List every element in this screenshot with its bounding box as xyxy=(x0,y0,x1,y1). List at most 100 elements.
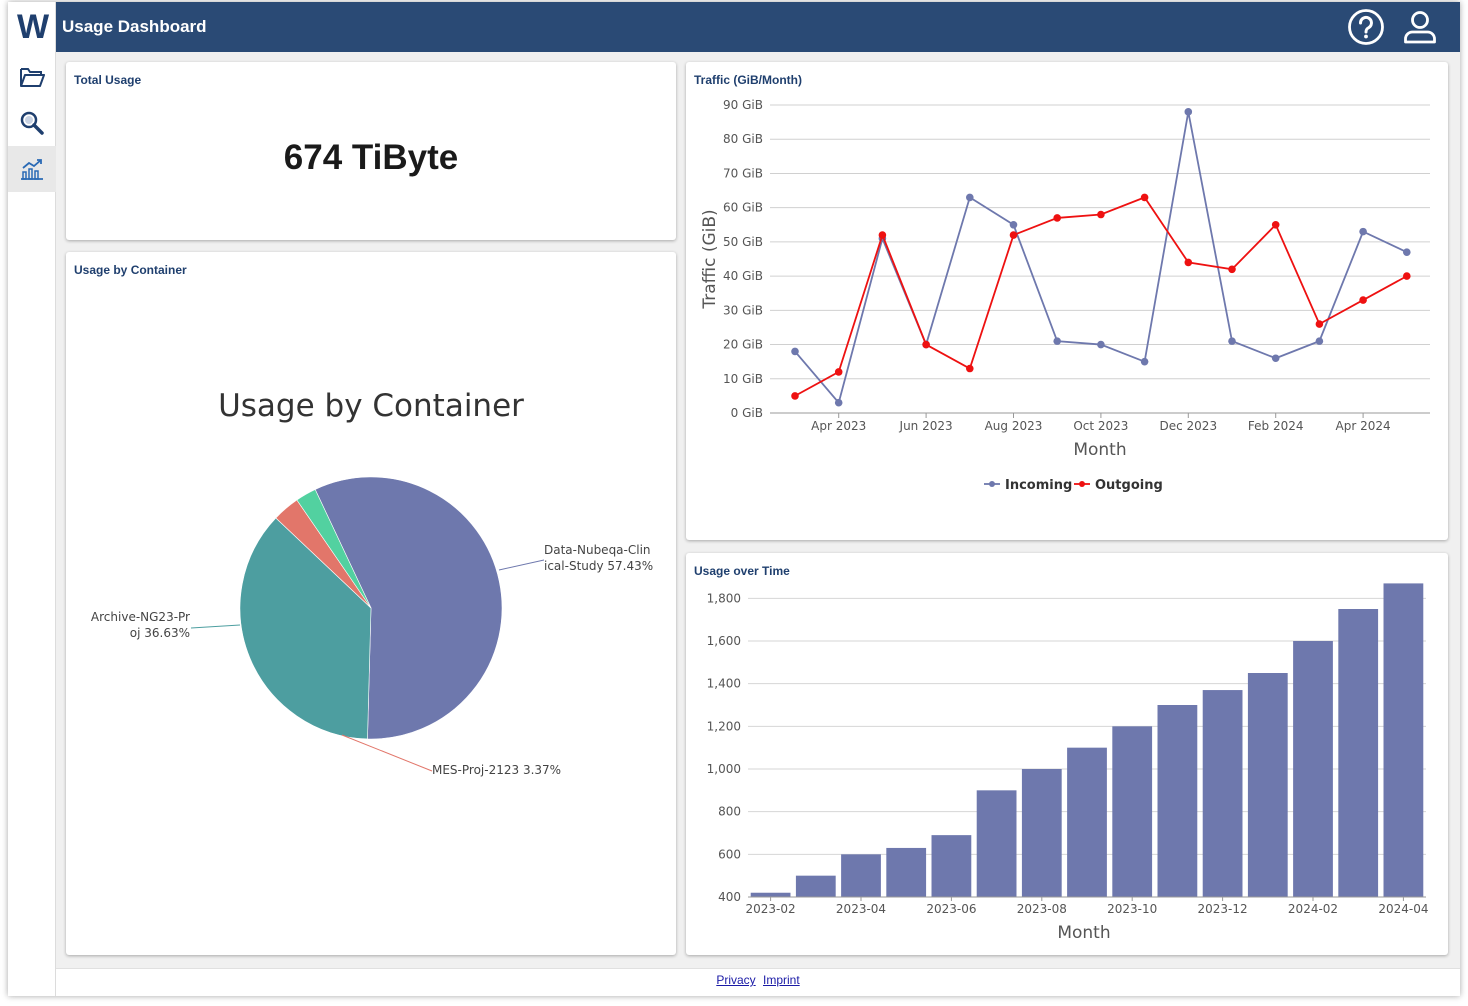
sidebar: W xyxy=(8,2,56,996)
y-tick-label: 30 GiB xyxy=(723,303,763,317)
bar xyxy=(841,854,881,897)
x-tick-label: Oct 2023 xyxy=(1073,419,1128,433)
y-tick-label: 600 xyxy=(718,847,741,861)
app-window: W Usage Dashb xyxy=(8,2,1460,996)
x-tick-label: 2024-04 xyxy=(1378,902,1428,916)
y-tick-label: 60 GiB xyxy=(723,201,763,215)
card-title: Usage over Time xyxy=(694,564,790,578)
usage-over-time-card: Usage over Time 400 600 800 1,000 1,200 1,400… xyxy=(686,553,1448,955)
x-tick-label: 2023-08 xyxy=(1017,902,1067,916)
legend-label: Incoming xyxy=(1005,478,1072,493)
y-tick-label: 1,800 xyxy=(707,591,741,605)
data-point-incoming xyxy=(1359,227,1367,236)
data-point-outgoing xyxy=(1009,231,1018,239)
sidebar-item-search[interactable] xyxy=(8,100,56,146)
bar xyxy=(886,847,927,897)
data-point-incoming xyxy=(1403,248,1411,256)
pie-label-line xyxy=(190,624,241,629)
bar xyxy=(1247,673,1288,897)
y-tick-label: 1,400 xyxy=(707,677,741,691)
x-tick-label: Aug 2023 xyxy=(985,419,1043,433)
sidebar-item-files[interactable] xyxy=(8,54,56,100)
footer: Privacy Imprint xyxy=(56,968,1460,996)
top-bar: Usage Dashboard xyxy=(56,2,1460,52)
y-tick-label: 800 xyxy=(718,805,741,819)
sidebar-item-usage[interactable] xyxy=(8,146,56,192)
x-tick-label: 2023-04 xyxy=(836,902,886,916)
help-icon xyxy=(1348,9,1384,45)
bar xyxy=(1067,747,1107,897)
pie-slice-label: MES-Proj-2123 3.37% xyxy=(432,763,561,777)
y-tick-label: 40 GiB xyxy=(723,269,763,283)
usage-by-container-card: Usage by Container Usage by Container Dat… xyxy=(66,252,676,955)
user-icon xyxy=(1404,11,1436,44)
y-tick-label: 1,000 xyxy=(707,762,741,776)
pie-slice xyxy=(296,489,372,609)
data-point-outgoing xyxy=(1403,272,1411,280)
y-tick-label: 50 GiB xyxy=(723,235,763,249)
y-tick-label: 0 GiB xyxy=(731,406,763,420)
y-tick-label: 400 xyxy=(718,890,741,904)
x-tick-label: Feb 2024 xyxy=(1248,419,1304,433)
data-point-incoming xyxy=(1140,357,1149,366)
traffic-card: Traffic (GiB/Month) 0 GiB 10 GiB 20 GiB 30 … xyxy=(686,62,1448,540)
bar xyxy=(1112,726,1153,897)
folder-icon xyxy=(20,68,45,87)
y-tick-label: 90 GiB xyxy=(723,98,763,112)
data-point-outgoing xyxy=(1228,265,1236,274)
x-tick-label: 2023-02 xyxy=(746,902,796,916)
bar xyxy=(1338,609,1379,897)
card-title: Total Usage xyxy=(74,73,142,87)
logo-text: W xyxy=(16,7,49,46)
x-tick-label: 2023-06 xyxy=(926,902,976,916)
privacy-link[interactable]: Privacy xyxy=(716,973,756,987)
card-title: Usage by Container xyxy=(74,263,187,277)
x-tick-label: 2024-02 xyxy=(1288,902,1338,916)
page-title: Usage Dashboard xyxy=(62,17,207,36)
x-axis-title: Month xyxy=(1057,923,1110,943)
data-point-incoming xyxy=(966,193,974,202)
y-tick-label: 70 GiB xyxy=(723,166,763,180)
legend-marker xyxy=(989,481,995,487)
legend-marker xyxy=(1079,481,1085,487)
help-button[interactable] xyxy=(1346,7,1386,47)
bar xyxy=(795,875,836,897)
data-point-outgoing xyxy=(1271,220,1280,229)
x-tick-label: Jun 2023 xyxy=(899,419,953,433)
x-axis-title: Month xyxy=(1073,440,1126,460)
pie-slice-label: Data-Nubeqa-Clin ical-Study 57.43% xyxy=(544,543,653,573)
series-line-outgoing xyxy=(794,196,1408,397)
search-icon xyxy=(20,111,44,135)
data-point-incoming xyxy=(1184,108,1193,116)
data-point-outgoing xyxy=(878,231,887,239)
usage-bar-chart: 400 600 800 1,000 1,200 1,400 1,600 1,800 2023-0… xyxy=(707,583,1428,943)
data-point-incoming xyxy=(1228,337,1236,345)
series-line-incoming xyxy=(794,111,1408,405)
data-point-incoming xyxy=(1053,337,1061,345)
total-usage-value: 674 TiByte xyxy=(283,138,459,177)
app-logo[interactable]: W xyxy=(8,2,56,52)
data-point-outgoing xyxy=(1359,296,1367,304)
data-point-incoming xyxy=(834,398,843,407)
bar xyxy=(750,892,791,897)
data-point-outgoing xyxy=(1140,193,1149,202)
y-tick-label: 20 GiB xyxy=(723,338,763,352)
x-tick-label: 2023-12 xyxy=(1198,902,1248,916)
data-point-outgoing xyxy=(834,368,843,376)
pie-slice-label: Archive-NG23-Pr oj 36.63% xyxy=(91,610,190,640)
y-tick-label: 1,600 xyxy=(707,634,741,648)
pie-title: Usage by Container xyxy=(218,388,524,424)
bar xyxy=(976,790,1017,897)
data-point-incoming xyxy=(1097,340,1105,349)
data-point-outgoing xyxy=(1315,320,1324,328)
data-point-outgoing xyxy=(1053,214,1061,222)
user-button[interactable] xyxy=(1400,7,1440,47)
data-point-incoming xyxy=(1271,354,1280,363)
imprint-link[interactable]: Imprint xyxy=(763,973,800,987)
x-tick-label: Apr 2024 xyxy=(1336,419,1391,433)
x-tick-label: Dec 2023 xyxy=(1160,419,1218,433)
data-point-outgoing xyxy=(1097,210,1105,219)
data-point-incoming xyxy=(1009,220,1018,229)
pie-label-line xyxy=(498,559,545,571)
bar xyxy=(931,835,972,897)
